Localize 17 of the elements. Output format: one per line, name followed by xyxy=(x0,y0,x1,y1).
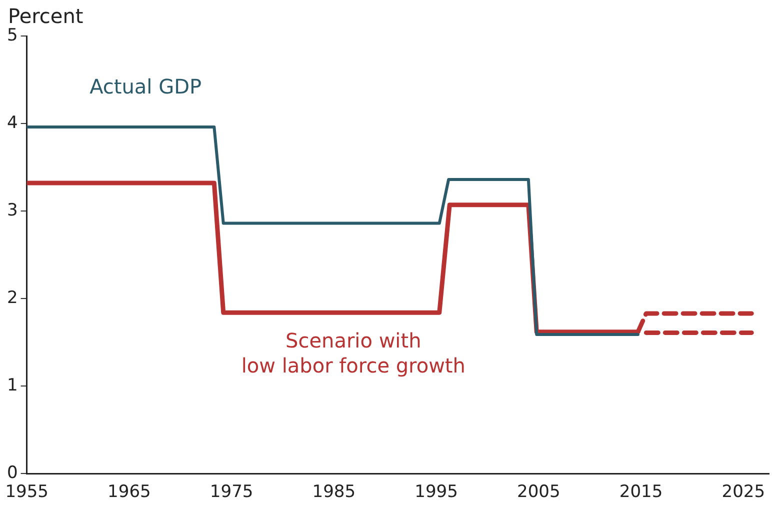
y-tick-label: 2 xyxy=(6,288,18,308)
series-label: Actual GDP xyxy=(90,74,202,99)
x-tick-label: 1955 xyxy=(5,482,48,502)
x-tick-label: 2015 xyxy=(619,482,663,502)
x-tick-label: 1985 xyxy=(312,482,356,502)
y-tick-label: 4 xyxy=(6,112,18,133)
x-tick-label: 1965 xyxy=(108,482,151,502)
y-tick-label: 1 xyxy=(6,376,18,396)
x-tick-label: 2025 xyxy=(722,482,766,502)
y-axis-title: Percent xyxy=(8,4,84,28)
x-tick-label: 1975 xyxy=(210,482,254,502)
y-tick-label: 0 xyxy=(6,463,18,484)
y-tick-label: 5 xyxy=(6,25,18,46)
x-tick-label: 2005 xyxy=(517,482,560,502)
series-label: Scenario with low labor force growth xyxy=(241,328,466,378)
x-tick-label: 1995 xyxy=(414,482,458,502)
y-tick-label: 3 xyxy=(6,200,18,220)
